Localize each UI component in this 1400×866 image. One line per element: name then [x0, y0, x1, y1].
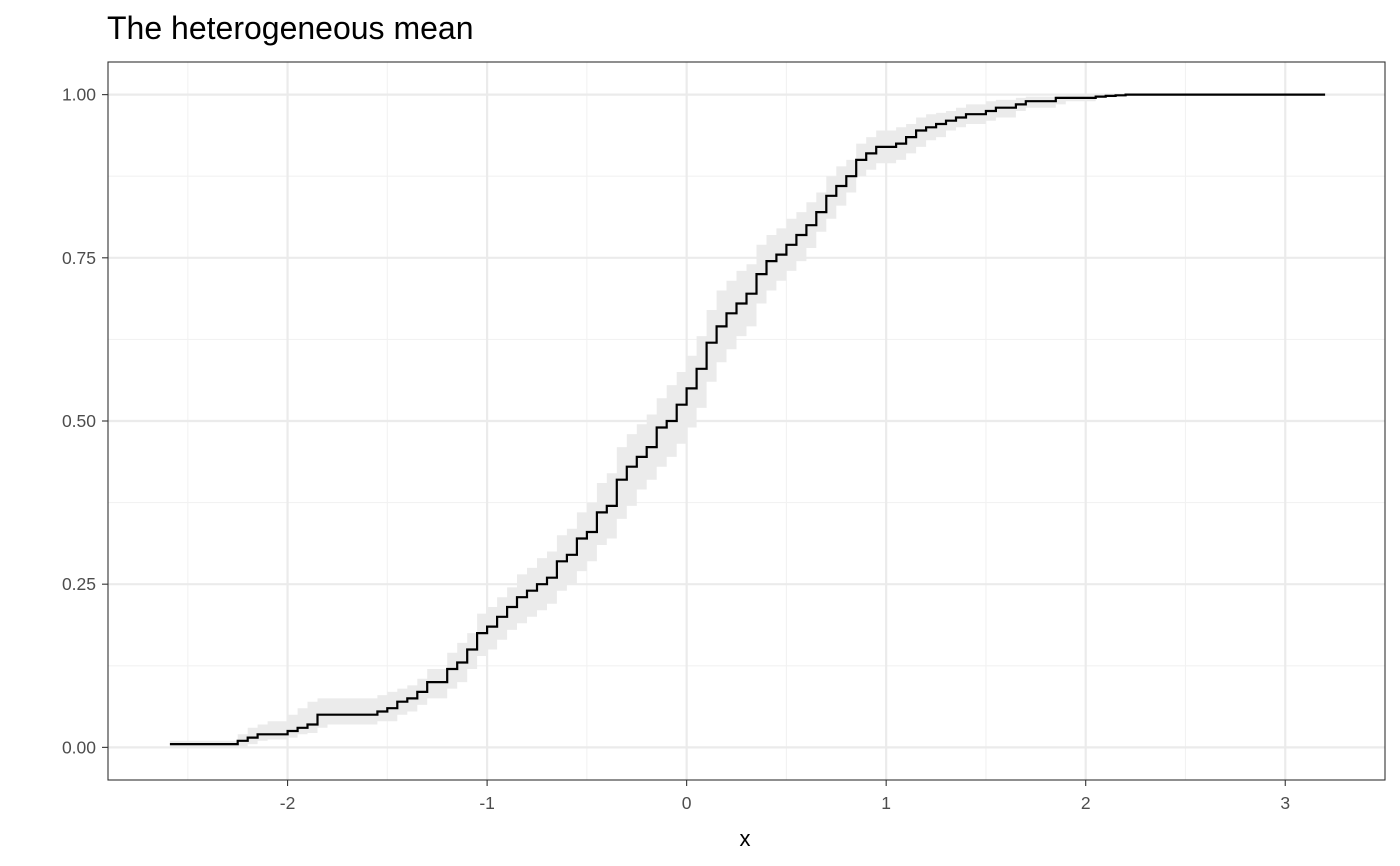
chart-title: The heterogeneous mean	[107, 10, 473, 46]
x-tick-label: -2	[280, 793, 296, 813]
y-tick-label: 0.75	[62, 248, 96, 268]
x-tick-label: -1	[479, 793, 495, 813]
x-axis-title: x	[740, 826, 751, 851]
y-tick-label: 1.00	[62, 85, 96, 105]
x-tick-label: 1	[881, 793, 891, 813]
y-tick-label: 0.50	[62, 411, 96, 431]
x-tick-label: 2	[1081, 793, 1091, 813]
x-axis-ticks: -2 -1 0 1 2 3	[280, 780, 1290, 813]
grid-lines	[108, 62, 1385, 780]
ecdf-step-path	[169, 93, 1326, 746]
y-axis-ticks: 0.00 0.25 0.50 0.75 1.00	[62, 85, 108, 757]
y-tick-label: 0.25	[62, 574, 96, 594]
y-tick-label: 0.00	[62, 737, 96, 757]
x-tick-label: 3	[1280, 793, 1290, 813]
ecdf-step-line	[169, 93, 1326, 746]
x-tick-label: 0	[682, 793, 692, 813]
